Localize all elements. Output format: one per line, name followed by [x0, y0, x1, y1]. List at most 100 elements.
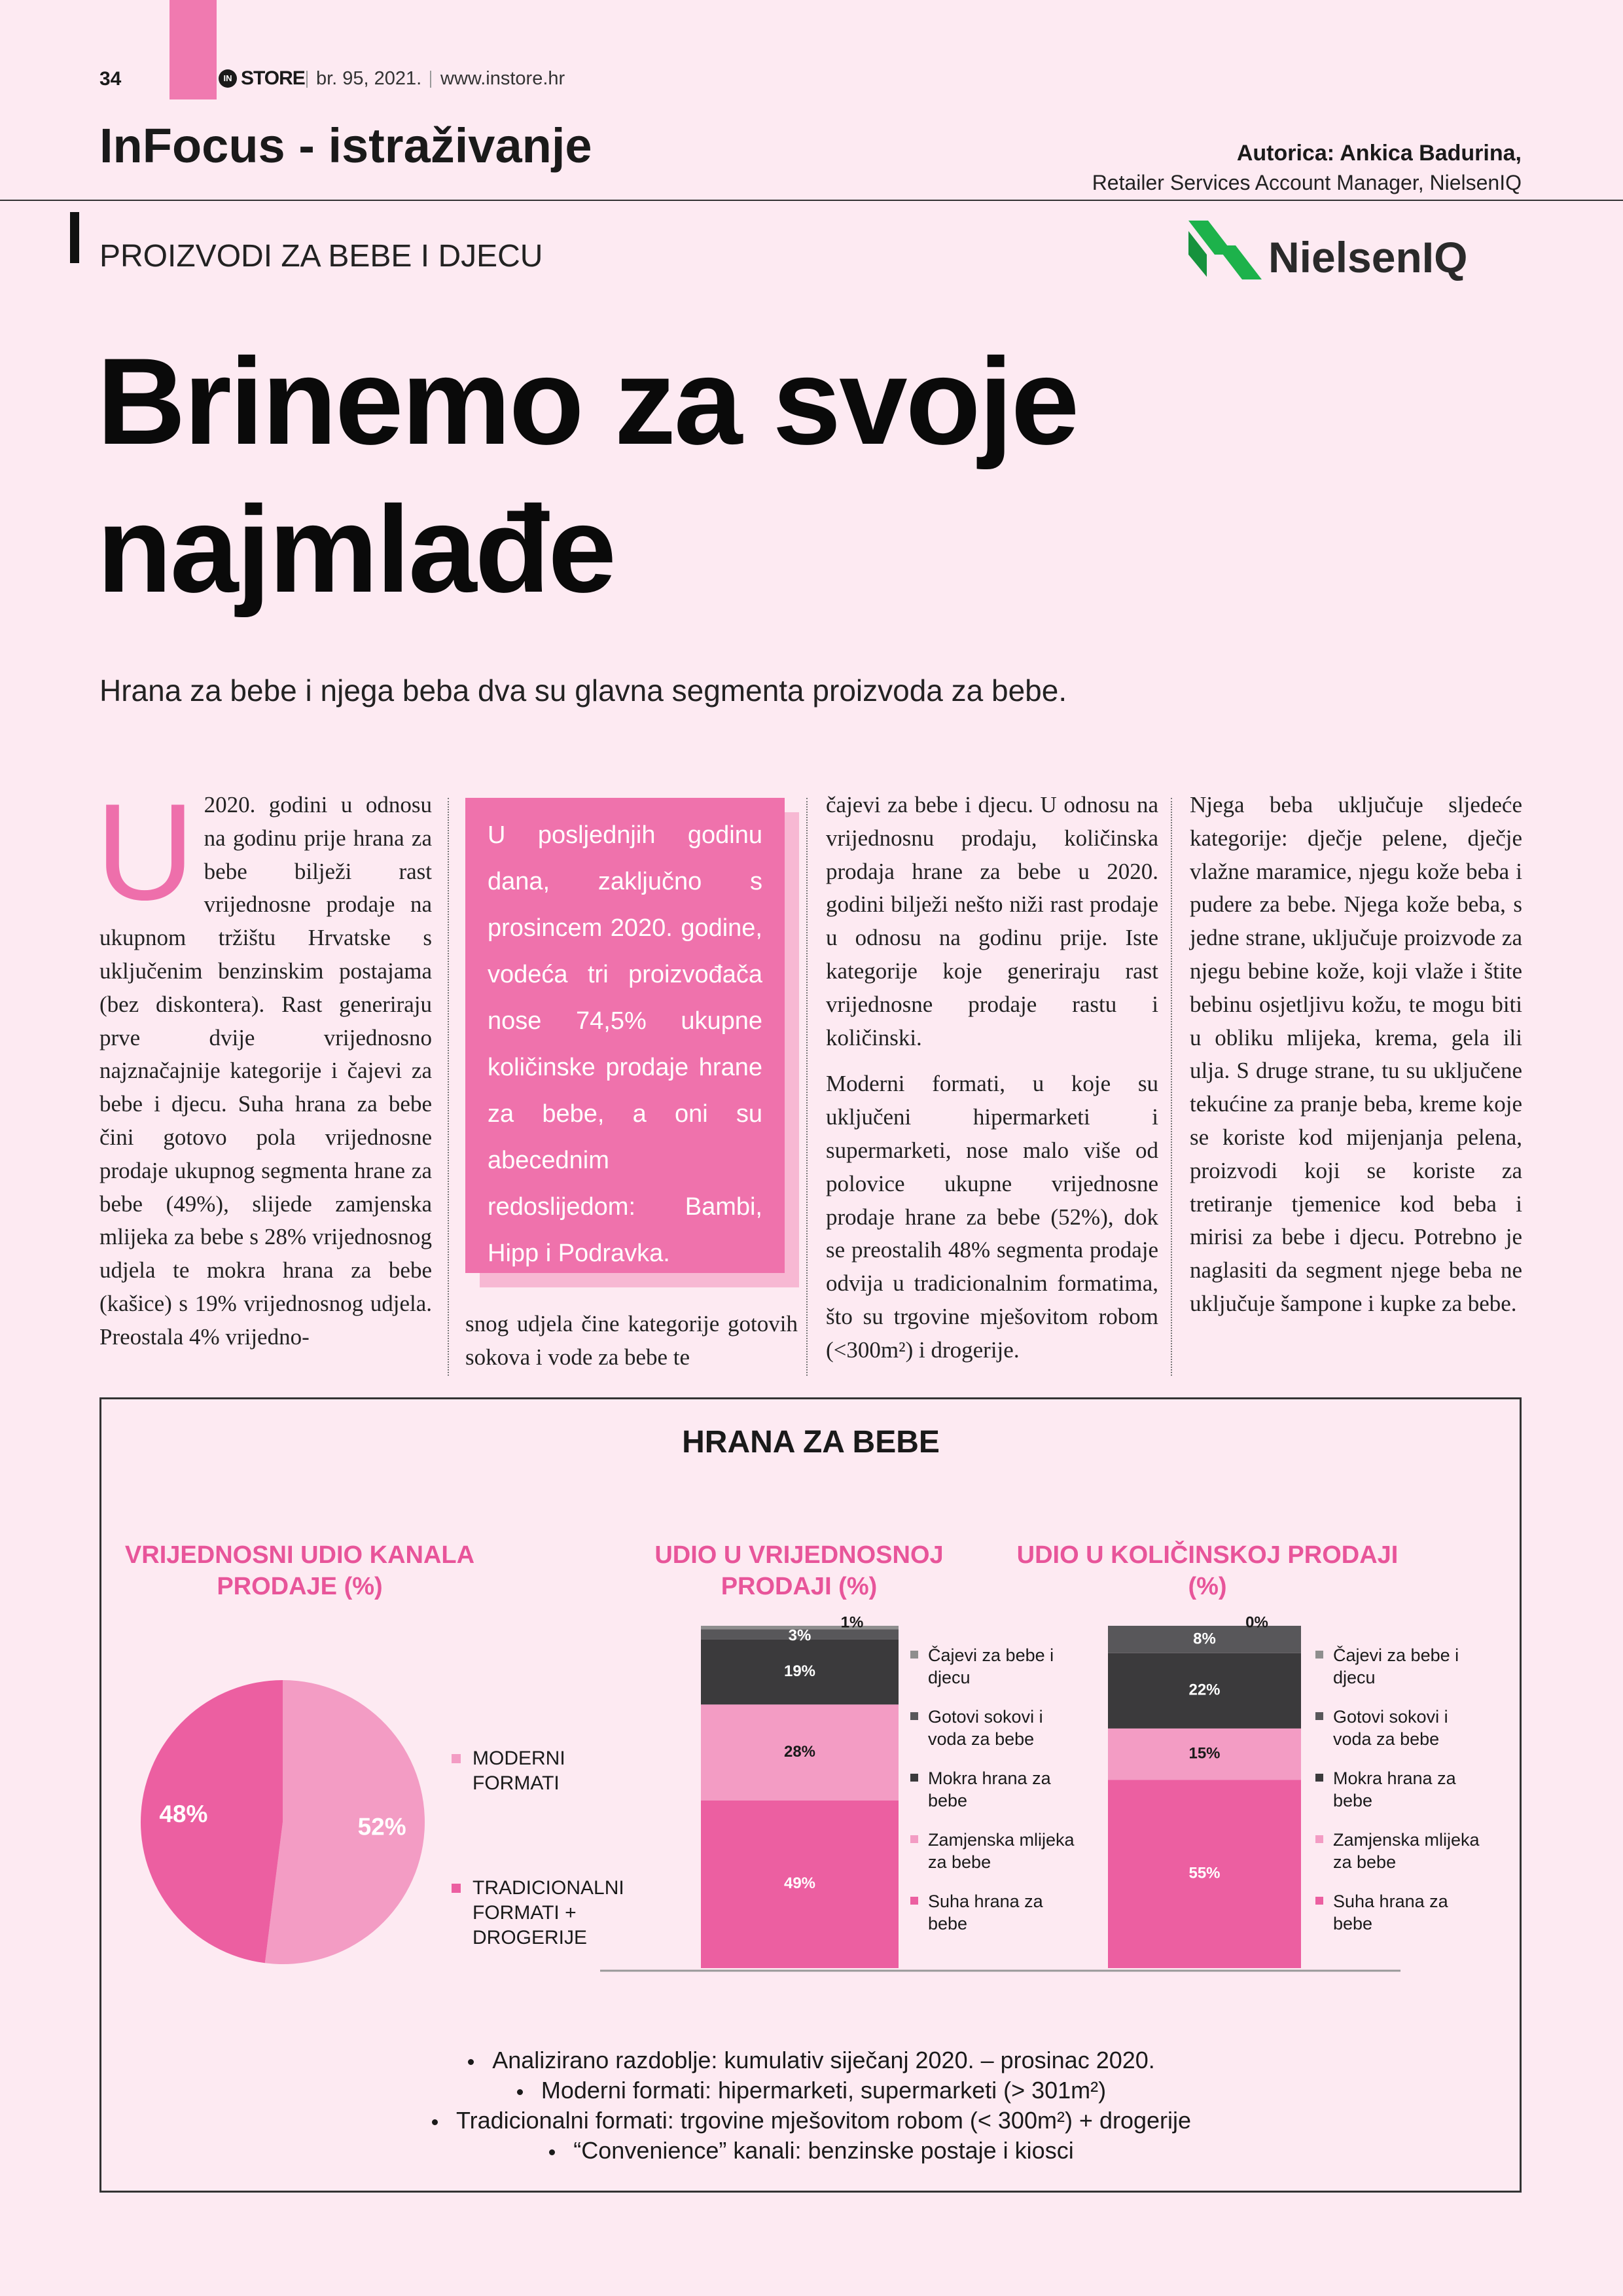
- value-label: 0%: [1245, 1613, 1268, 1631]
- paragraph: Moderni formati, u koje su uključeni hip…: [826, 1071, 1158, 1363]
- value-label: 3%: [789, 1626, 812, 1644]
- separator: [306, 71, 308, 88]
- legend-swatch: [910, 1651, 918, 1659]
- legend-swatch: [1315, 1897, 1323, 1905]
- legend-swatch: [1315, 1774, 1323, 1782]
- note: Analizirano razdoblje: kumulativ siječan…: [124, 2045, 1499, 2075]
- category-bar: [70, 212, 79, 263]
- column: snog udjela čine kategorije gotovih soko…: [465, 1308, 798, 1388]
- legend-label: Mokra hrana za bebe: [928, 1768, 1051, 1810]
- legend-swatch: [910, 1712, 918, 1720]
- paragraph: Njega beba uključuje sljedeće kategorije…: [1190, 792, 1522, 1316]
- note: Tradicionalni formati: trgovine mješovit…: [124, 2106, 1499, 2136]
- paragraph: 2020. godini u odnosu na godinu prije hr…: [99, 792, 432, 1350]
- separator: [430, 71, 431, 88]
- bullet: [431, 2119, 438, 2125]
- notes: Analizirano razdoblje: kumulativ siječan…: [124, 2045, 1499, 2166]
- lead: Hrana za bebe i njega beba dva su glavna…: [99, 673, 1067, 708]
- issue: br. 95, 2021.: [316, 68, 422, 89]
- header-rule: [0, 200, 1623, 201]
- legend-swatch: [1315, 1835, 1323, 1843]
- infographic-title: HRANA ZA BEBE: [682, 1425, 940, 1460]
- logo: NielsenIQ: [1188, 221, 1467, 281]
- bar-segment: [1108, 1653, 1301, 1729]
- section: InFocus - istraživanje: [99, 118, 592, 173]
- bar-segment: [701, 1639, 899, 1705]
- column-divider: [806, 798, 808, 1376]
- bar-segment: [701, 1626, 899, 1630]
- logo-shape: [1188, 231, 1207, 277]
- legend-swatch: [452, 1754, 461, 1763]
- legend-label: Mokra hrana za bebe: [1333, 1768, 1456, 1810]
- legend-swatch: [910, 1897, 918, 1905]
- column-divider: [448, 798, 449, 1376]
- column: čajevi za bebe i djecu. U odnosu na vrij…: [826, 789, 1158, 1380]
- column: U 2020. godini u odnosu na godinu prije …: [96, 775, 432, 1367]
- chart-title: VRIJEDNOSNI UDIO KANALA PRODAJE (%): [124, 1541, 475, 1600]
- header-tab: [169, 0, 217, 99]
- headline: Brinemo za svoje najmlađe: [97, 332, 1079, 618]
- column-divider: [1171, 798, 1172, 1376]
- brand: STORE: [241, 67, 306, 89]
- legend-swatch: [910, 1835, 918, 1843]
- pie-slice: [264, 1680, 425, 1964]
- value-label: 55%: [1188, 1865, 1220, 1882]
- logo-shape: [1216, 245, 1262, 279]
- legend-label: Zamjenska mlijeka za bebe: [1333, 1830, 1480, 1872]
- url: www.instore.hr: [440, 68, 565, 89]
- legend-label: Suha hrana za bebe: [1333, 1892, 1448, 1933]
- legend-label: Zamjenska mlijeka za bebe: [928, 1830, 1075, 1872]
- note-text: Tradicionalni formati: trgovine mješovit…: [455, 2107, 1192, 2134]
- bar-segment: [1108, 1728, 1301, 1780]
- note-text: “Convenience” kanali: benzinske postaje …: [573, 2137, 1074, 2164]
- legend-swatch: [910, 1774, 918, 1782]
- legend-label: Suha hrana za bebe: [928, 1892, 1043, 1933]
- note-text: Analizirano razdoblje: kumulativ siječan…: [492, 2047, 1155, 2073]
- legend-label: Gotovi sokovi i voda za bebe: [928, 1707, 1043, 1749]
- bar-segment: [701, 1629, 899, 1640]
- legend-label: Čajevi za bebe i djecu: [1333, 1645, 1459, 1687]
- pullquote: U posljednjih godinu dana, zaključno s p…: [465, 798, 785, 1273]
- value-label: 49%: [784, 1874, 815, 1892]
- value-label: 1%: [841, 1613, 864, 1631]
- bar-segment: [1108, 1780, 1301, 1968]
- note-text: Moderni formati: hipermarketi, supermark…: [541, 2077, 1107, 2104]
- note: Moderni formati: hipermarketi, supermark…: [124, 2075, 1499, 2106]
- bullet: [549, 2149, 556, 2155]
- chart-title: UDIO U KOLIČINSKOJ PRODAJI (%): [1016, 1541, 1399, 1600]
- bullet: [516, 2089, 523, 2095]
- category: PROIZVODI ZA BEBE I DJECU: [99, 239, 543, 274]
- legend-swatch: [452, 1884, 461, 1893]
- author-role: Retailer Services Account Manager, Niels…: [1092, 171, 1522, 194]
- pie-slice: [141, 1680, 283, 1964]
- value-label: 52%: [358, 1813, 406, 1840]
- chart-title: UDIO U VRIJEDNOSNOJ PRODAJI (%): [654, 1541, 944, 1600]
- column: Njega beba uključuje sljedeće kategorije…: [1190, 789, 1522, 1334]
- note: “Convenience” kanali: benzinske postaje …: [124, 2136, 1499, 2166]
- logo-text: NielsenIQ: [1268, 233, 1467, 281]
- legend-swatch: [1315, 1651, 1323, 1659]
- brand-mark: IN: [219, 69, 237, 88]
- value-label: 48%: [159, 1801, 207, 1827]
- paragraph: snog udjela čine kategorije gotovih soko…: [465, 1311, 798, 1370]
- value-label: 28%: [784, 1743, 815, 1761]
- page-number: 34: [99, 68, 122, 90]
- bullet: [468, 2058, 474, 2065]
- bar-segment: [701, 1704, 899, 1801]
- value-label: 15%: [1188, 1744, 1220, 1762]
- value-label: 19%: [784, 1662, 815, 1680]
- legend-swatch: [1315, 1712, 1323, 1720]
- paragraph: čajevi za bebe i djecu. U odnosu na vrij…: [826, 792, 1158, 1050]
- bar-segment: [1108, 1626, 1301, 1653]
- legend-label: Čajevi za bebe i djecu: [928, 1645, 1054, 1687]
- value-label: 22%: [1188, 1681, 1220, 1699]
- value-label: 8%: [1193, 1630, 1216, 1647]
- legend-label: MODERNI FORMATI: [473, 1748, 565, 1794]
- bar-segment: [701, 1800, 899, 1968]
- legend-label: Gotovi sokovi i voda za bebe: [1333, 1707, 1448, 1749]
- drop-cap: U: [96, 775, 195, 929]
- infographic-frame: [99, 1397, 1522, 2193]
